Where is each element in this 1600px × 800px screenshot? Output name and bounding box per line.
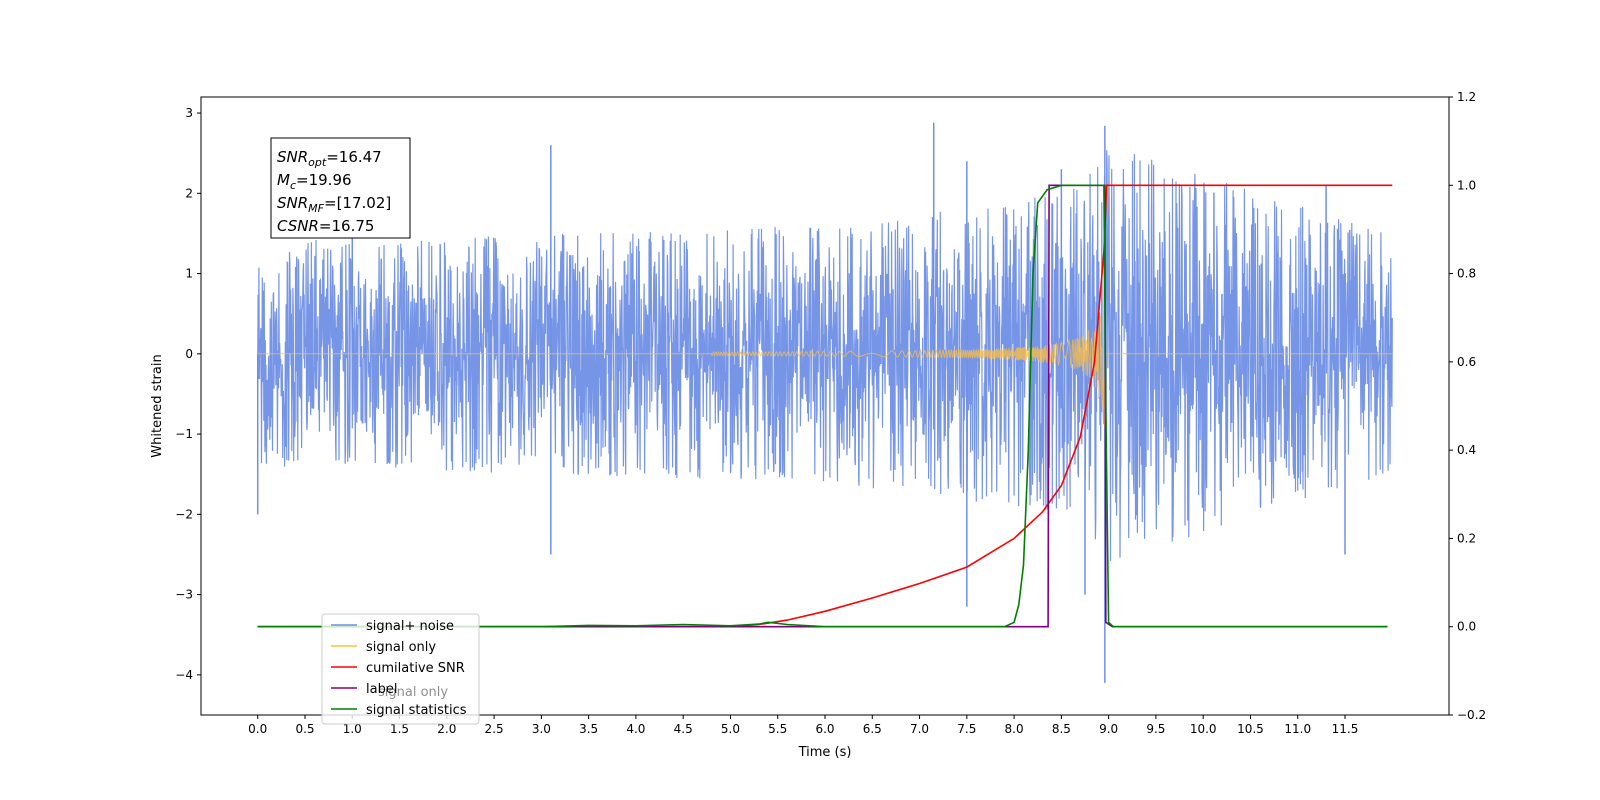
x-tick-label: 8.5 xyxy=(1052,722,1071,736)
x-axis-ticks: 0.0 0.5 1.0 1.5 2.0 2.5 3.0 3.5 4.0 4.5 5.0 5.5 6.0 6… xyxy=(248,715,1358,736)
legend-label: cumilative SNR xyxy=(366,661,465,676)
y-tick-label: 1 xyxy=(185,267,193,281)
x-tick-label: 1.5 xyxy=(390,722,409,736)
legend-label: label xyxy=(366,682,397,697)
legend-label: signal only xyxy=(366,640,436,655)
signal-only-series xyxy=(257,316,1393,429)
annotation-frame xyxy=(270,137,411,239)
x-tick-label: 2.5 xyxy=(485,722,504,736)
y-axis-label: Whitened strain xyxy=(150,354,165,457)
x-axis-label: Time (s) xyxy=(798,745,852,760)
annotation-line: CSNR=16.75 xyxy=(277,217,374,235)
x-tick-label: 1.0 xyxy=(343,722,362,736)
x-tick-label: 10.5 xyxy=(1237,722,1264,736)
y-tick-label: −3 xyxy=(175,588,193,602)
x-tick-label: 2.0 xyxy=(437,722,456,736)
y2-tick-label: 0.0 xyxy=(1457,620,1476,634)
y2-tick-label: 0.6 xyxy=(1457,355,1476,369)
y-tick-label: 0 xyxy=(185,347,193,361)
x-tick-label: 5.5 xyxy=(768,722,787,736)
y2-tick-label: 1.2 xyxy=(1457,90,1476,104)
y2-tick-label: −0.2 xyxy=(1457,708,1486,722)
legend-ghost-text: signal only xyxy=(378,685,448,700)
y-axis-ticks: 3 2 1 0 −1 −2 −3 −4 xyxy=(175,106,201,682)
noise-line xyxy=(257,150,1393,562)
y-tick-label: −1 xyxy=(175,427,193,441)
annotation-line: Mc=19.96 xyxy=(277,171,352,192)
legend-label: signal+ noise xyxy=(366,619,454,634)
x-tick-label: 10.0 xyxy=(1190,722,1217,736)
right-axis-series xyxy=(257,184,1393,628)
x-tick-label: 0.0 xyxy=(248,722,267,736)
x-tick-label: 11.0 xyxy=(1284,722,1311,736)
x-tick-label: 7.0 xyxy=(910,722,929,736)
legend-frame xyxy=(321,613,480,725)
signal-line xyxy=(257,316,1393,429)
x-tick-label: 3.5 xyxy=(579,722,598,736)
signal-plus-noise-series xyxy=(256,122,1393,683)
y-tick-label: −4 xyxy=(175,668,193,682)
legend: signal+ noise signal only cumilative SNR la… xyxy=(321,613,480,725)
x-tick-label: 9.0 xyxy=(1099,722,1118,736)
x-tick-label: 4.0 xyxy=(626,722,645,736)
x-tick-label: 5.0 xyxy=(721,722,740,736)
y-tick-label: 2 xyxy=(185,186,193,200)
y-tick-label: −2 xyxy=(175,507,193,521)
y2-axis-ticks: 1.2 1.0 0.8 0.6 0.4 0.2 0.0 −0.2 xyxy=(1449,90,1486,722)
signal-statistics-line xyxy=(257,184,1388,628)
annotation-line: SNRopt=16.47 xyxy=(277,148,382,169)
y2-tick-label: 1.0 xyxy=(1457,178,1476,192)
x-tick-label: 9.5 xyxy=(1146,722,1165,736)
y2-tick-label: 0.2 xyxy=(1457,531,1476,545)
legend-label: signal statistics xyxy=(366,703,467,718)
x-tick-label: 8.0 xyxy=(1005,722,1024,736)
y2-tick-label: 0.8 xyxy=(1457,267,1476,281)
x-tick-label: 0.5 xyxy=(295,722,314,736)
x-tick-label: 11.5 xyxy=(1332,722,1359,736)
y-tick-label: 3 xyxy=(185,106,193,120)
y2-tick-label: 0.4 xyxy=(1457,443,1476,457)
x-tick-label: 4.5 xyxy=(674,722,693,736)
x-tick-label: 3.0 xyxy=(532,722,551,736)
x-tick-label: 6.5 xyxy=(863,722,882,736)
x-tick-label: 6.0 xyxy=(815,722,834,736)
annotation-line: SNRMF=[17.02] xyxy=(277,194,391,215)
x-tick-label: 7.5 xyxy=(957,722,976,736)
